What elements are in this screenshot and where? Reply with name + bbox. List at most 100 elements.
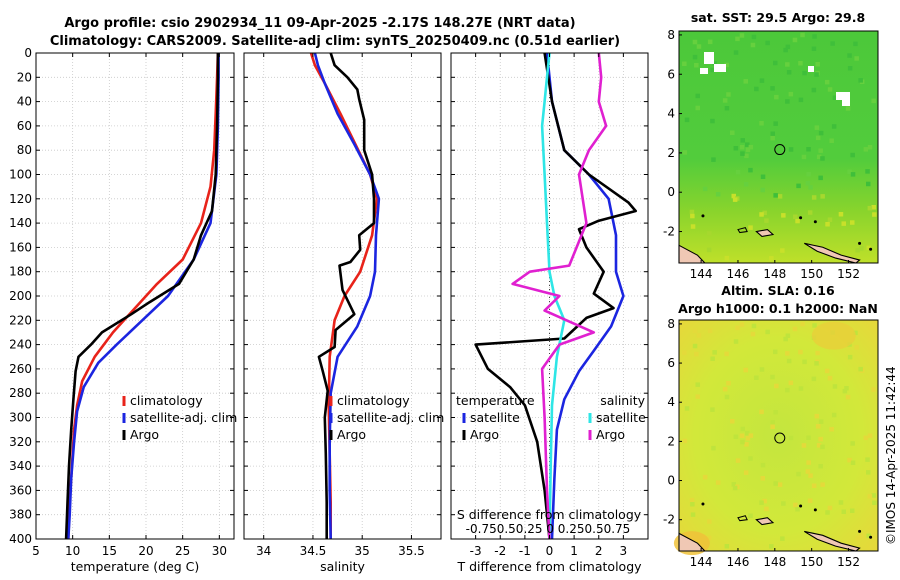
sst-pixel — [807, 210, 813, 215]
sst-pixel — [853, 41, 858, 47]
sst-pixel — [743, 182, 749, 187]
sst-argo-marker — [774, 144, 786, 156]
sla-pixel — [825, 510, 830, 515]
sla-pixel — [785, 387, 790, 393]
sst-pixel — [818, 175, 823, 181]
sst-pixel — [796, 183, 801, 189]
sst-y-tick-label: 8 — [667, 28, 675, 42]
diff-legend-s-satellite-label: satellite — [596, 410, 646, 425]
sla-pixel — [866, 470, 871, 475]
sst-pixel — [765, 40, 770, 46]
sla-y-tick-label: 4 — [667, 395, 675, 409]
sst-pixel — [865, 169, 870, 174]
sla-pixel — [731, 482, 736, 487]
sla-pixel — [770, 420, 775, 425]
sla-pixel — [722, 386, 728, 392]
sst-missing-data-patch — [700, 68, 708, 74]
sla-pixel — [811, 483, 817, 488]
sla-pixel — [816, 443, 822, 448]
sla-pixel — [818, 464, 823, 469]
y-tick-label: 240 — [9, 338, 32, 352]
sst-pixel — [805, 181, 811, 186]
sst-pixel — [696, 44, 702, 49]
sla-pixel — [872, 500, 877, 505]
temp-legend-argo-label: Argo — [130, 427, 159, 442]
sst-missing-data-patch — [836, 92, 850, 100]
sla-pixel — [801, 443, 807, 448]
sst-pixel — [726, 92, 731, 97]
sla-pixel — [866, 533, 871, 539]
sla-pixel — [715, 480, 721, 485]
sla-pixel — [811, 376, 817, 382]
sla-pixel — [759, 409, 764, 415]
sla-pixel — [777, 482, 783, 487]
sal-plot-area — [244, 53, 441, 539]
sla-pixel — [724, 351, 729, 357]
sla-pixel — [871, 387, 876, 392]
sla-pixel — [798, 349, 803, 355]
sla-pixel — [773, 481, 778, 486]
sla-pixel — [815, 350, 820, 356]
sla-pixel — [812, 323, 817, 328]
sla-pixel — [827, 375, 833, 381]
diff-series-t-argo — [474, 52, 638, 540]
sla-x-tick-label: 152 — [837, 555, 860, 569]
y-tick-label: 260 — [9, 362, 32, 376]
sst-pixel — [695, 93, 700, 99]
sst-pixel — [690, 213, 695, 219]
diff-series-s-argo — [511, 52, 608, 540]
sst-pixel — [824, 79, 830, 85]
sst-pixel — [788, 147, 794, 152]
sst-pixel — [733, 146, 739, 151]
sla-pixel — [867, 433, 873, 438]
sst-pixel — [816, 154, 822, 160]
sst-pixel — [812, 34, 817, 39]
sla-pixel — [702, 474, 708, 480]
sst-pixel — [847, 66, 853, 71]
sla-pixel — [802, 359, 807, 365]
sla-pixel — [786, 358, 792, 364]
sst-pixel — [825, 222, 830, 227]
sst-pixel — [730, 130, 735, 135]
temp-x-tick-label: 15 — [102, 544, 117, 558]
sst-pixel — [773, 121, 778, 126]
sla-pixel — [773, 410, 778, 415]
sst-pixel — [770, 131, 775, 136]
sla-pixel — [690, 502, 695, 507]
sst-pixel — [866, 181, 871, 187]
diff-x-tick-label: 2 — [595, 544, 603, 558]
sla-pixel — [692, 328, 698, 334]
sst-land-islet — [869, 247, 873, 251]
sst-pixel — [841, 221, 846, 226]
y-tick-label: 140 — [9, 216, 32, 230]
sla-pixel — [780, 536, 785, 541]
sla-y-tick-label: 2 — [667, 434, 675, 448]
y-tick-label: 20 — [17, 70, 32, 84]
sst-pixel — [867, 145, 873, 150]
sla-x-tick-label: 150 — [800, 555, 823, 569]
sla-y-tick-label: 6 — [667, 356, 675, 370]
sst-pixel — [827, 217, 833, 222]
sst-pixel — [711, 157, 716, 162]
sst-pixel — [829, 138, 834, 143]
sla-pixel — [793, 502, 798, 508]
sla-pixel — [815, 424, 821, 429]
sla-pixel — [820, 482, 825, 487]
sla-pixel — [853, 330, 858, 336]
sst-pixel — [760, 187, 765, 193]
sst-pixel — [801, 154, 807, 160]
sst-pixel — [793, 214, 798, 219]
sla-pixel — [695, 382, 700, 387]
sst-pixel — [811, 87, 817, 93]
sla-pixel — [871, 493, 876, 498]
sla-pixel — [739, 322, 745, 327]
temp-series-argo — [64, 53, 220, 540]
temp-x-tick-label: 30 — [212, 544, 227, 558]
sla-pixel — [762, 498, 767, 504]
sst-pixel — [710, 118, 715, 124]
y-tick-label: 340 — [9, 459, 32, 473]
sla-pixel — [754, 375, 759, 380]
sst-pixel — [827, 87, 833, 92]
sla-pixel — [684, 406, 690, 411]
sla-map-title-line1: Altim. SLA: 0.16 — [721, 283, 835, 298]
